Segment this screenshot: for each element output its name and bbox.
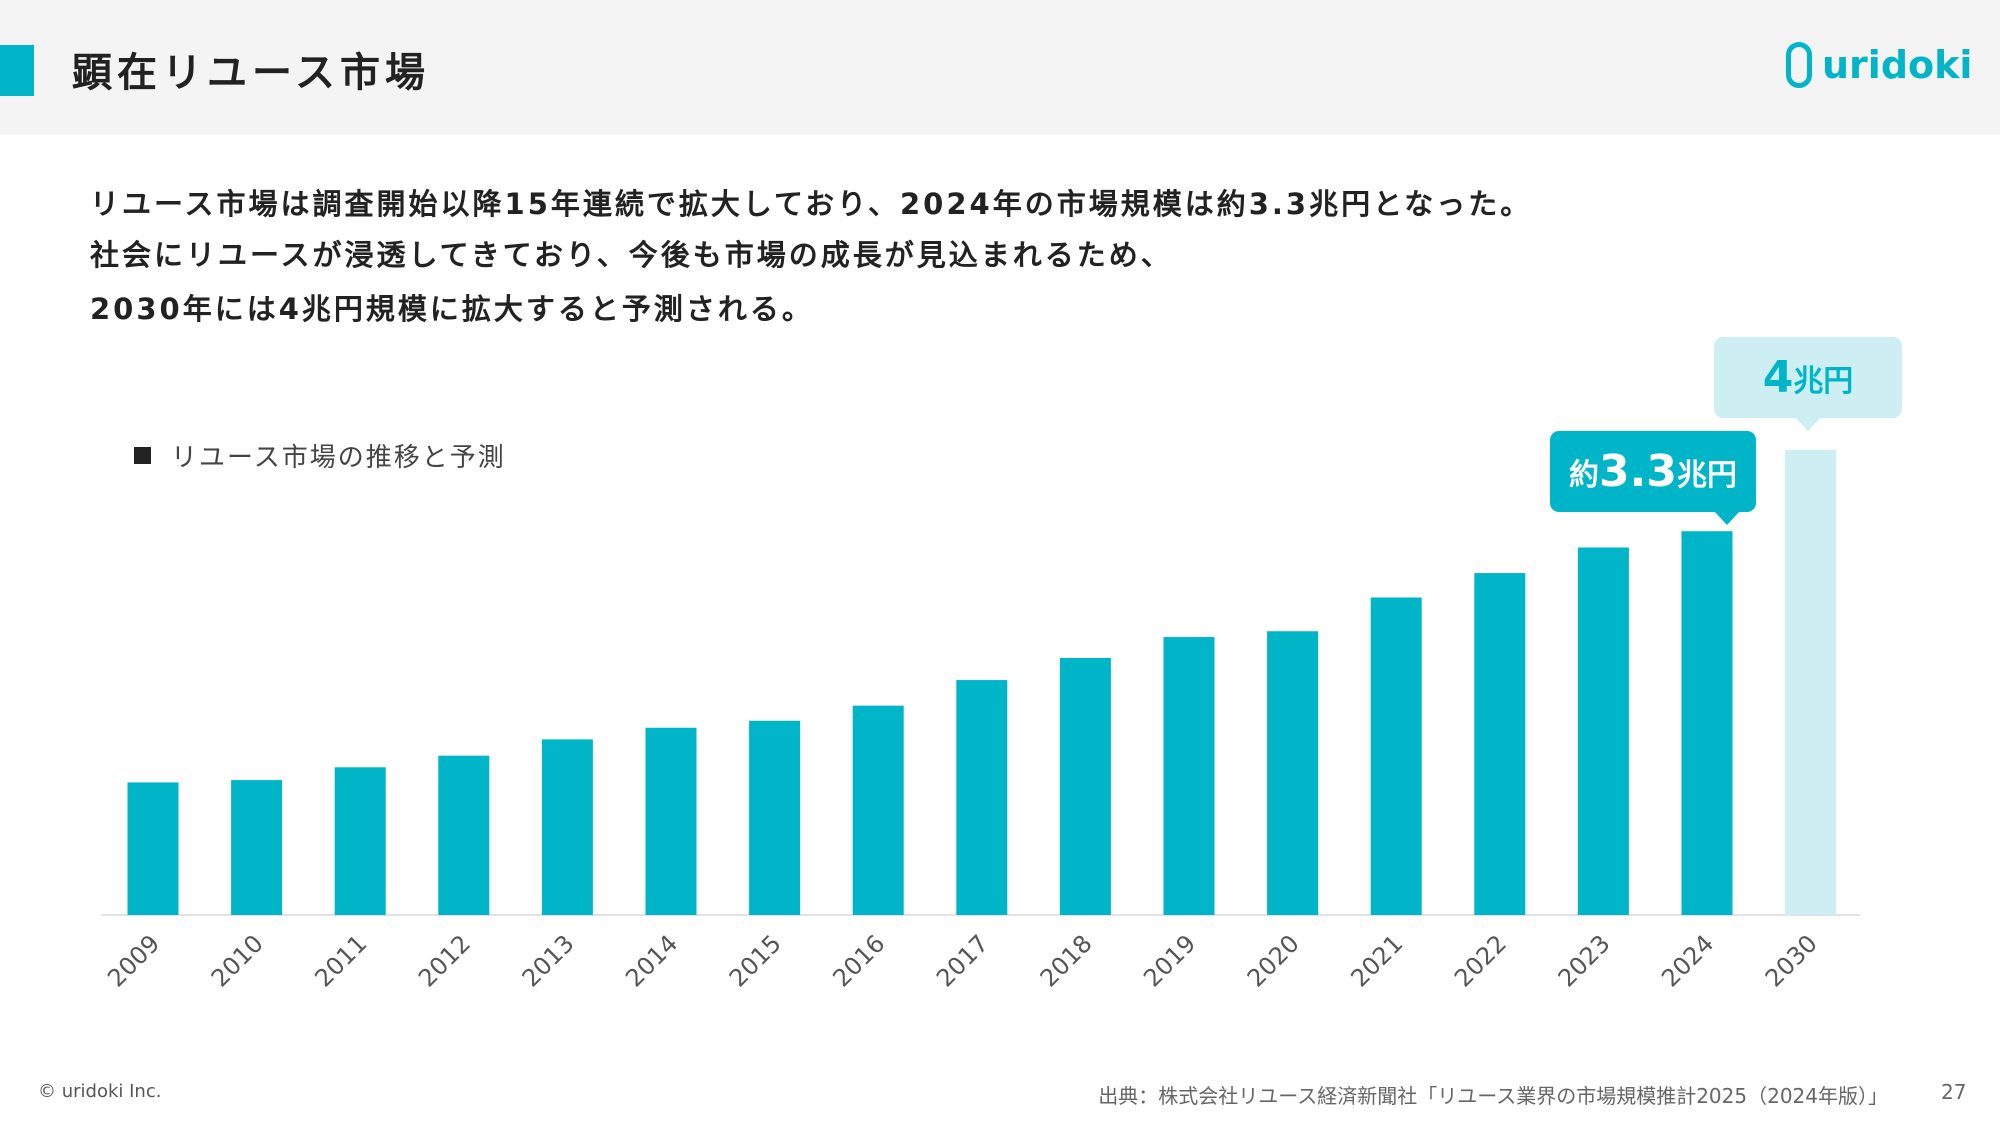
x-tick-label: 2030	[1760, 929, 1823, 992]
bar-2024	[1681, 531, 1733, 915]
bar-2010	[231, 780, 283, 915]
callout-2030: 4 兆円	[1714, 337, 1902, 431]
bar-2015	[749, 720, 801, 915]
x-tick-label: 2019	[1138, 929, 1201, 992]
source-citation: 出典：株式会社リユース経済新聞社「リユース業界の市場規模推計2025（2024年…	[1098, 1084, 1888, 1108]
bar-2019	[1163, 637, 1215, 915]
body-line-3: 2030年には4兆円規模に拡大すると予測される。	[90, 292, 814, 326]
bar-2014	[645, 727, 697, 915]
x-tick-label: 2018	[1035, 929, 1098, 992]
bar-2011	[334, 767, 386, 915]
x-tick-label: 2016	[827, 929, 890, 992]
callout-value: 3.3	[1599, 446, 1677, 497]
callout-value: 4	[1762, 352, 1794, 403]
copyright: © uridoki Inc.	[38, 1081, 162, 1102]
page-title: 顕在リユース市場	[72, 50, 430, 96]
bar-2021	[1370, 597, 1422, 915]
body-line-1: リユース市場は調査開始以降15年連続で拡大しており、2024年の市場規模は約3.…	[90, 187, 1533, 221]
legend-label: リユース市場の推移と予測	[171, 443, 506, 473]
x-tick-label: 2012	[413, 929, 476, 992]
x-tick-label: 2013	[517, 929, 580, 992]
x-tick-label: 2024	[1656, 929, 1719, 992]
bar-2013	[541, 739, 593, 915]
bar-2022	[1474, 573, 1526, 915]
callout-unit: 兆円	[1793, 363, 1854, 399]
callout-prefix: 約	[1569, 457, 1600, 493]
bar-2012	[438, 755, 490, 915]
bar-2016	[852, 705, 904, 915]
x-tick-label: 2011	[309, 929, 372, 992]
bar-2030	[1785, 449, 1837, 915]
x-tick-label: 2015	[724, 929, 787, 992]
x-tick-label: 2022	[1449, 929, 1512, 992]
x-tick-label: 2014	[620, 929, 683, 992]
callout-unit: 兆円	[1676, 457, 1737, 493]
x-tick-label: 2017	[931, 929, 994, 992]
bar-2017	[956, 680, 1008, 915]
bar-2009	[127, 782, 179, 915]
bar-2018	[1059, 657, 1111, 915]
x-tick-label: 2021	[1345, 929, 1408, 992]
header: 顕在リユース市場 uridoki	[0, 0, 2000, 135]
body-line-2: 社会にリユースが浸透してきており、今後も市場の成長が見込まれるため、	[90, 238, 1173, 272]
bar-2020	[1267, 631, 1319, 915]
page-number: 27	[1941, 1080, 1967, 1104]
x-tick-label: 2010	[206, 929, 269, 992]
callout-2024: 約 3.3 兆円	[1550, 431, 1756, 525]
x-tick-label: 2009	[102, 929, 165, 992]
logo-mark-icon	[1786, 42, 1812, 88]
x-tick-label: 2020	[1242, 929, 1305, 992]
uridoki-logo: uridoki	[1786, 42, 1972, 88]
legend-swatch	[134, 447, 151, 464]
x-tick-label: 2023	[1553, 929, 1616, 992]
title-accent-bar	[0, 45, 34, 96]
logo-text: uridoki	[1822, 43, 1973, 87]
chart-legend: リユース市場の推移と予測	[134, 437, 506, 474]
bar-2023	[1577, 547, 1629, 915]
